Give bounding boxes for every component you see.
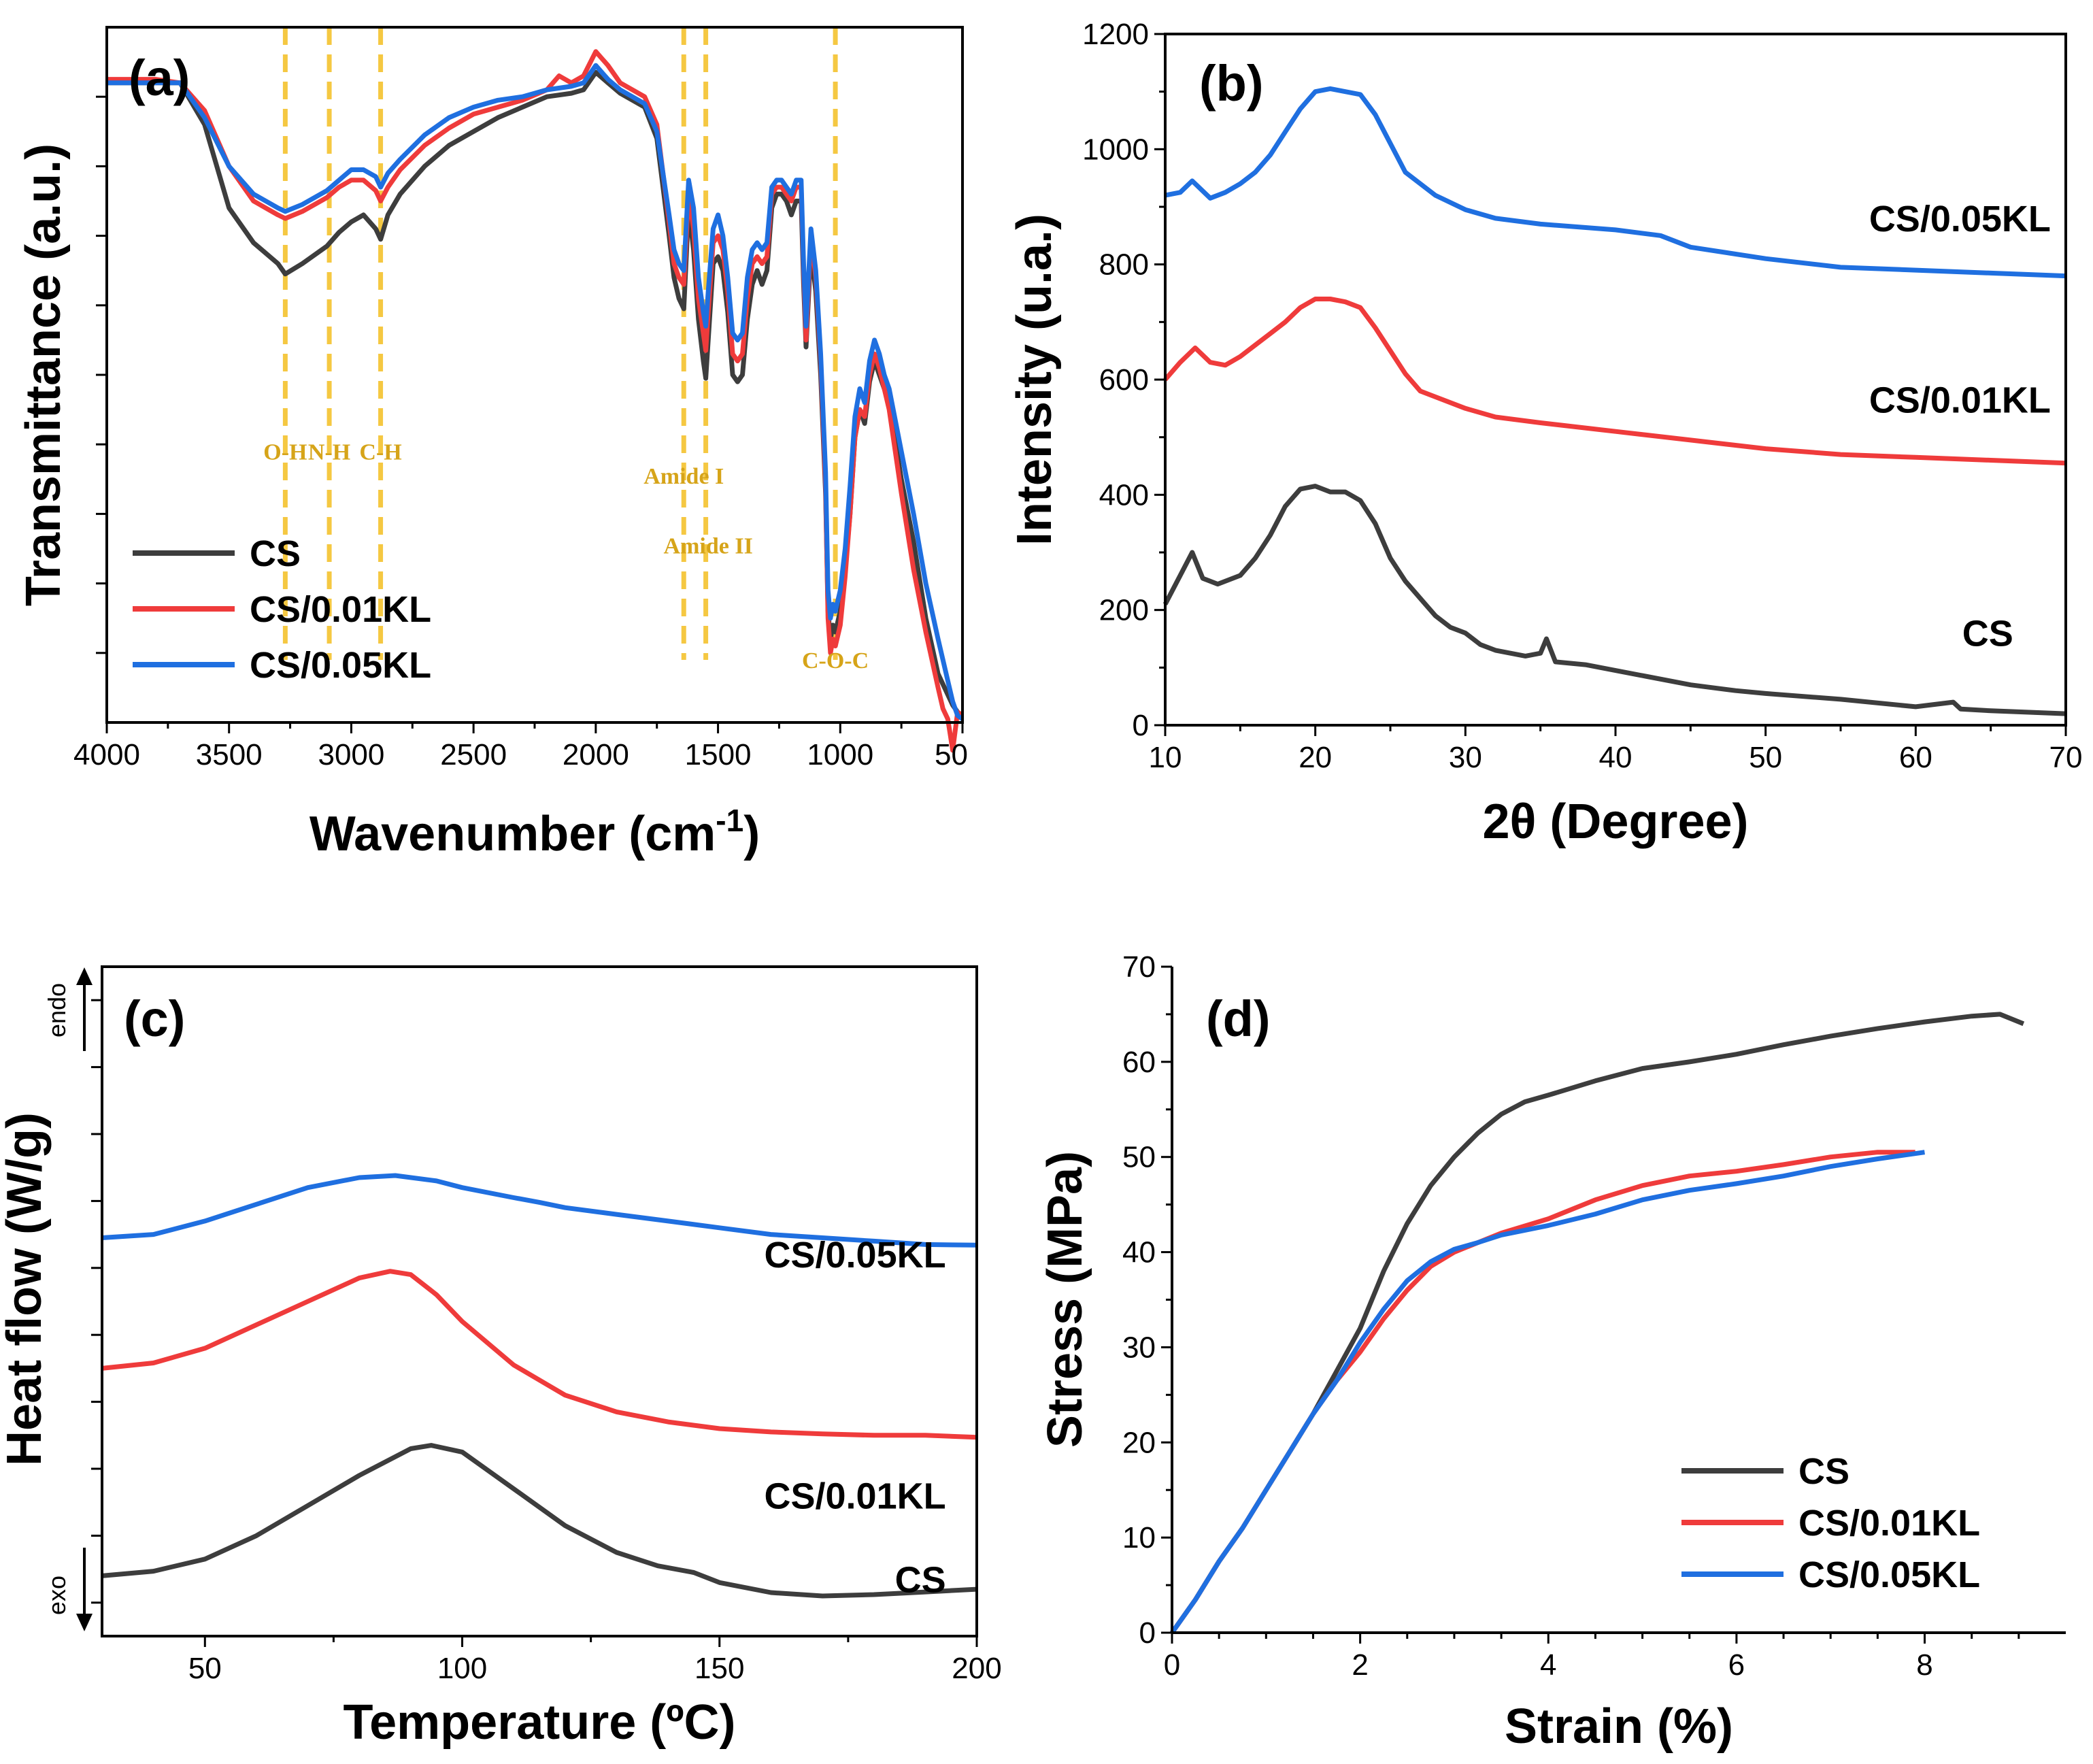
x-tick-label-d: 6 bbox=[1728, 1648, 1745, 1682]
x-tick-label-a: 1500 bbox=[685, 738, 752, 771]
legend-label: CS/0.01KL bbox=[1798, 1503, 1980, 1544]
endo-label: endo bbox=[43, 983, 71, 1037]
y-tick-label-b: 0 bbox=[1133, 709, 1149, 742]
x-tick-label-d: 4 bbox=[1540, 1648, 1556, 1682]
y-axis-label: Transmittance (a.u.) bbox=[16, 144, 71, 606]
peak-annotation: N-H bbox=[308, 439, 350, 465]
y-tick-label-b: 200 bbox=[1099, 594, 1149, 627]
series-line-b-cs bbox=[1162, 484, 2066, 716]
plot-frame-a bbox=[105, 26, 964, 724]
y-tick-label-d: 30 bbox=[1122, 1331, 1156, 1364]
x-tick-label-b: 10 bbox=[1149, 741, 1182, 774]
x-tick-label-c: 50 bbox=[188, 1652, 222, 1685]
y-tick-label-d: 70 bbox=[1122, 950, 1156, 984]
x-tick-label-b: 40 bbox=[1599, 741, 1632, 774]
peak-annotation: Amide II bbox=[664, 533, 753, 559]
x-tick-label-d: 8 bbox=[1916, 1648, 1932, 1682]
y-tick-label-d: 60 bbox=[1122, 1046, 1156, 1079]
legend-label: CS/0.05KL bbox=[250, 645, 431, 686]
legend-label: CS/0.01KL bbox=[250, 589, 431, 630]
x-tick-label-c: 150 bbox=[694, 1652, 744, 1685]
x-tick-label-a: 1000 bbox=[807, 738, 873, 771]
panel-label: (b) bbox=[1199, 55, 1264, 112]
panel-label: (a) bbox=[129, 50, 190, 106]
x-tick-label-b: 50 bbox=[1749, 741, 1782, 774]
legend-label: CS bbox=[1798, 1451, 1849, 1492]
y-axis-label: Heat flow (W/g) bbox=[0, 1112, 52, 1466]
legend-label: CS/0.05KL bbox=[1798, 1554, 1980, 1595]
x-axis-label: Strain (%) bbox=[1505, 1699, 1733, 1754]
x-axis-label: Temperature (ºC) bbox=[343, 1695, 735, 1750]
legend-label: CS bbox=[250, 533, 301, 574]
x-tick-label-b: 60 bbox=[1899, 741, 1932, 774]
series-line-c-cs bbox=[101, 1443, 977, 1599]
peak-annotation: Amide I bbox=[643, 464, 724, 489]
x-tick-label-a: 3000 bbox=[318, 738, 384, 771]
series-line-c-cs001kl bbox=[101, 1269, 977, 1440]
series-label: CS/0.05KL bbox=[1869, 199, 2051, 239]
y-tick-label-b: 1200 bbox=[1082, 18, 1149, 51]
x-tick-label-b: 30 bbox=[1449, 741, 1482, 774]
y-axis-label: Intensity (u.a.) bbox=[1007, 214, 1062, 546]
y-tick-label-b: 400 bbox=[1099, 478, 1149, 512]
x-tick-label-a: 3500 bbox=[196, 738, 263, 771]
x-tick-label-a: 2000 bbox=[563, 738, 629, 771]
chart-panel-a: 4000 3500 3000 2500 2000 1500 1000 50 O-H N-H C-H A… bbox=[16, 26, 968, 861]
series-line-a-cs005kl bbox=[107, 63, 965, 721]
x-tick-label-c: 100 bbox=[437, 1652, 487, 1685]
y-tick-label-d: 10 bbox=[1122, 1521, 1156, 1554]
x-tick-label-b: 70 bbox=[2049, 741, 2083, 774]
x-axis-label: Wavenumber (cm-1) bbox=[309, 803, 760, 861]
peak-annotation: C-O-C bbox=[802, 648, 869, 673]
series-line-a-cs001kl bbox=[107, 49, 965, 753]
y-tick-label-d: 20 bbox=[1122, 1426, 1156, 1459]
x-tick-label-a: 2500 bbox=[440, 738, 507, 771]
series-line-d-cs005kl bbox=[1170, 1150, 1925, 1635]
series-line-b-cs005kl bbox=[1165, 86, 2066, 279]
y-tick-label-d: 40 bbox=[1122, 1236, 1156, 1269]
exo-arrow-head bbox=[76, 1614, 93, 1631]
series-label: CS/0.01KL bbox=[1869, 380, 2051, 421]
x-tick-label-b: 20 bbox=[1299, 741, 1332, 774]
x-tick-label-d: 2 bbox=[1352, 1648, 1368, 1682]
series-label: CS bbox=[895, 1559, 946, 1600]
peak-annotation: O-H bbox=[263, 439, 307, 465]
series-label: CS bbox=[1962, 614, 2013, 654]
x-axis-label: 2θ (Degree) bbox=[1482, 795, 1748, 849]
y-tick-label-b: 800 bbox=[1099, 248, 1149, 282]
x-tick-label-a: 4000 bbox=[73, 738, 140, 771]
y-tick-label-d: 50 bbox=[1122, 1141, 1156, 1174]
series-label: CS/0.01KL bbox=[765, 1476, 946, 1516]
panel-label: (c) bbox=[124, 991, 185, 1047]
chart-panel-d: 0 2 4 6 8 0 10 20 30 40 50 60 70 (d) CS CS/0.01KL CS/0.0… bbox=[1038, 950, 2066, 1754]
y-axis-label: Stress (MPa) bbox=[1038, 1151, 1092, 1448]
y-tick-label-b: 1000 bbox=[1082, 133, 1149, 166]
series-line-b-cs001kl bbox=[1163, 297, 2066, 466]
chart-panel-c: 50 100 150 200 CS/0.05KL CS/0.01KL CS (c) Temper… bbox=[0, 965, 1002, 1750]
exo-label: exo bbox=[43, 1576, 71, 1615]
y-tick-label-d: 0 bbox=[1139, 1616, 1156, 1650]
series-label: CS/0.05KL bbox=[765, 1235, 946, 1276]
x-tick-label-d: 0 bbox=[1164, 1648, 1180, 1682]
x-tick-label-c: 200 bbox=[952, 1652, 1001, 1685]
peak-annotation: C-H bbox=[359, 439, 401, 465]
chart-panel-b: 10 20 30 40 50 60 70 0 200 400 600 800 1000 1200 CS/0.… bbox=[1007, 18, 2082, 849]
endo-arrow-head bbox=[76, 967, 93, 985]
plot-frame-c bbox=[101, 965, 978, 1637]
y-tick-label-b: 600 bbox=[1099, 363, 1149, 397]
x-tick-label-a: 50 bbox=[935, 738, 968, 771]
series-line-c-cs005kl bbox=[101, 1173, 977, 1248]
panel-label: (d) bbox=[1206, 991, 1271, 1047]
